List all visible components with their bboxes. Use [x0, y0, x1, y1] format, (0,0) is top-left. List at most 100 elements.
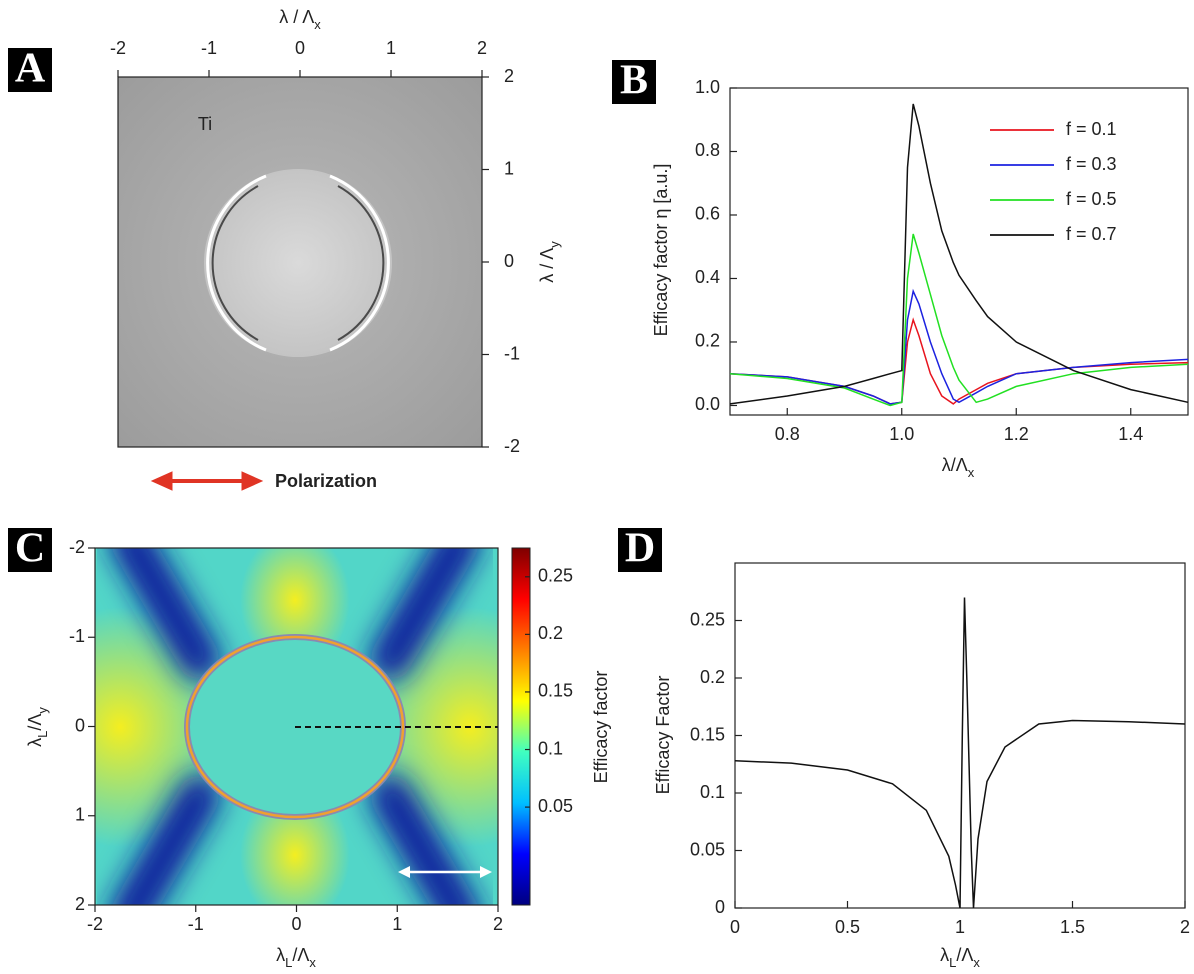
colorbar-tick-label: 0.1	[538, 738, 563, 758]
panel-box	[612, 60, 656, 104]
x-tick-label: 1.4	[1118, 424, 1143, 444]
x-axis-label: λ / Λx	[279, 7, 321, 32]
x-tick-label: -2	[87, 914, 103, 934]
x-tick-label: 2	[1180, 917, 1190, 937]
y-tick-label: 0.6	[695, 204, 720, 224]
line	[729, 317, 1189, 405]
x-axis-label-part: /Λ	[956, 945, 973, 965]
y-tick-label: 0.0	[695, 394, 720, 414]
y-axis-label-part: /Λ	[25, 714, 45, 731]
legend-label: f = 0.1	[1066, 119, 1117, 139]
x-tick-label: -1	[188, 914, 204, 934]
panel-letter: D	[625, 526, 655, 572]
polarization-arrow	[150, 471, 264, 491]
y-tick-label: -2	[504, 436, 520, 456]
x-axis-label-part: L	[285, 955, 292, 970]
y-tick-label: -1	[504, 343, 520, 363]
y-tick-label: 1	[75, 805, 85, 825]
y-axis-label-part: Efficacy Factor	[653, 676, 673, 795]
colorbar	[511, 547, 531, 906]
colorbar-tick-label: 0.25	[538, 566, 573, 586]
x-axis-label-part: x	[314, 17, 321, 32]
panel-letter: A	[15, 46, 46, 92]
y-tick-label: 0.2	[700, 667, 725, 687]
panel-box	[8, 48, 52, 92]
y-axis-label-part: y	[547, 241, 562, 248]
panel-box	[618, 528, 662, 572]
y-tick-label: 0.2	[695, 331, 720, 351]
y-tick-label: 1.0	[695, 77, 720, 97]
y-tick-label: 0.1	[700, 782, 725, 802]
x-axis-label-part: L	[949, 955, 956, 970]
x-axis-label: λ/Λx	[942, 455, 975, 480]
y-tick-label: -2	[69, 537, 85, 557]
y-axis-label: Efficacy factor η [a.u.]	[651, 164, 671, 337]
x-tick-label: 2	[493, 914, 503, 934]
x-axis-label-part: λ	[276, 945, 285, 965]
y-tick-label: 0.8	[695, 140, 720, 160]
y-axis-label: Efficacy Factor	[653, 676, 673, 795]
x-axis-label-part: x	[973, 955, 980, 970]
y-axis-label-part: λ / Λ	[537, 248, 557, 283]
x-tick-label: 0.8	[775, 424, 800, 444]
x-axis-label: λL/Λx	[940, 945, 980, 970]
line	[729, 233, 1189, 407]
x-tick-label: 2	[477, 38, 487, 58]
x-axis-label: λL/Λx	[276, 945, 316, 970]
y-tick-label: -1	[69, 626, 85, 646]
x-tick-label: 1	[392, 914, 402, 934]
panel-letter: C	[15, 526, 45, 572]
legend-label: f = 0.5	[1066, 189, 1117, 209]
annotation: Ti	[198, 114, 212, 134]
panel-letter: B	[620, 58, 648, 104]
x-axis-label-part: /Λ	[292, 945, 309, 965]
y-tick-label: 0	[504, 251, 514, 271]
y-axis-label-part: L	[35, 731, 50, 738]
annotation: Polarization	[275, 471, 377, 491]
x-axis-label-part: λ/Λ	[942, 455, 968, 475]
x-tick-label: -2	[110, 38, 126, 58]
line	[729, 288, 1189, 405]
y-axis-label-part: λ	[25, 738, 45, 747]
x-tick-label: 0	[291, 914, 301, 934]
y-axis-label: λL/Λy	[25, 707, 50, 747]
x-tick-label: 1.2	[1004, 424, 1029, 444]
line	[729, 103, 1189, 405]
y-tick-label: 0	[715, 897, 725, 917]
x-tick-label: 1.5	[1060, 917, 1085, 937]
x-tick-label: 0	[730, 917, 740, 937]
x-tick-label: 1	[386, 38, 396, 58]
y-tick-label: 0.4	[695, 267, 720, 287]
colorbar-tick-label: 0.05	[538, 796, 573, 816]
x-tick-label: 1	[955, 917, 965, 937]
y-tick-label: 0.15	[690, 724, 725, 744]
x-axis-label-part: λ / Λ	[279, 7, 314, 27]
x-tick-label: 0.5	[835, 917, 860, 937]
x-tick-label: -1	[201, 38, 217, 58]
colorbar-label: Efficacy factor	[591, 671, 611, 784]
y-tick-label: 0	[75, 715, 85, 735]
x-axis-label-part: x	[309, 955, 316, 970]
ti-image	[118, 77, 482, 447]
panel-box	[8, 528, 52, 572]
y-axis-label-part: Efficacy factor η [a.u.]	[651, 164, 671, 337]
x-tick-label: 0	[295, 38, 305, 58]
x-tick-label: 1.0	[889, 424, 914, 444]
y-tick-label: 1	[504, 158, 514, 178]
plot-frame	[729, 87, 1189, 416]
y-tick-label: 2	[504, 66, 514, 86]
y-tick-label: 0.25	[690, 609, 725, 629]
y-tick-label: 2	[75, 894, 85, 914]
y-axis-label-part: y	[35, 707, 50, 714]
y-tick-label: 0.05	[690, 839, 725, 859]
x-axis-label-part: λ	[940, 945, 949, 965]
legend-label: f = 0.7	[1066, 224, 1117, 244]
x-axis-label-part: x	[968, 465, 975, 480]
colorbar-tick-label: 0.15	[538, 681, 573, 701]
y-axis-label: λ / Λy	[537, 241, 562, 283]
colorbar-tick-label: 0.2	[538, 623, 563, 643]
efficacy-map	[95, 548, 498, 905]
legend-label: f = 0.3	[1066, 154, 1117, 174]
line	[734, 597, 1186, 909]
